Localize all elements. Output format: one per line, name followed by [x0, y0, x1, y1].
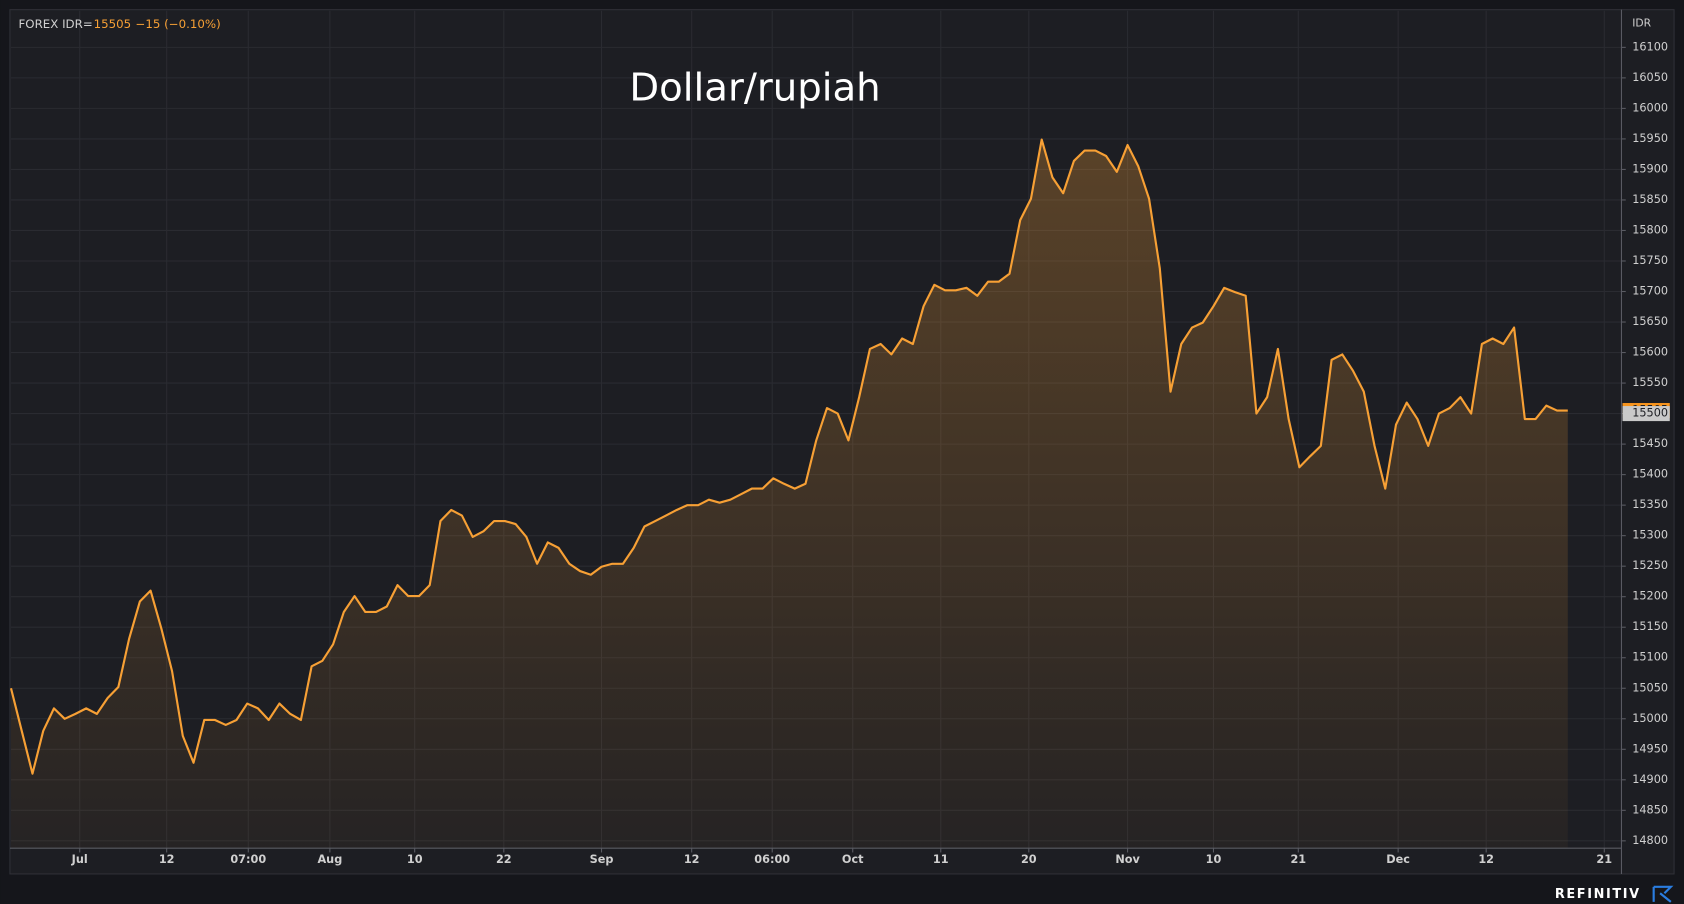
y-tick-label: 15250: [1632, 559, 1668, 572]
chart-title: Dollar/rupiah: [629, 66, 880, 111]
y-tick-label: 14800: [1632, 834, 1668, 847]
x-tick-label: 06:00: [754, 853, 790, 866]
area: [11, 139, 1568, 849]
y-tick-label: 16000: [1632, 101, 1668, 114]
y-tick-label: 16100: [1632, 40, 1668, 53]
y-tick-label: 15550: [1632, 376, 1668, 389]
y-axis-label: IDR: [1632, 17, 1651, 30]
x-tick-label: 10: [407, 853, 423, 866]
x-tick-label: Oct: [842, 853, 864, 866]
y-tick-label: 15450: [1632, 437, 1668, 450]
y-tick-label: 15050: [1632, 681, 1668, 694]
x-tick-label: Aug: [317, 853, 342, 866]
y-tick-label: 15300: [1632, 529, 1668, 542]
y-tick-label: 15000: [1632, 712, 1668, 725]
x-tick-label: 21: [1596, 853, 1612, 866]
x-tick-label: Jul: [71, 853, 88, 866]
symbol: FOREX IDR=: [19, 17, 93, 31]
y-tick-label: 15600: [1632, 346, 1668, 359]
x-tick-label: 12: [1478, 853, 1494, 866]
y-tick-label: 15700: [1632, 285, 1668, 298]
y-tick-label: 14900: [1632, 773, 1668, 786]
y-tick-label: 15100: [1632, 651, 1668, 664]
price-tag: [1622, 406, 1670, 422]
y-tick-label: 15900: [1632, 162, 1668, 175]
y-tick-label: 15200: [1632, 590, 1668, 603]
y-tick-label: 15850: [1632, 193, 1668, 206]
brand-logo: [1652, 885, 1674, 903]
last-price: 15505: [94, 17, 132, 31]
x-tick-label: Sep: [590, 853, 614, 866]
plot: [9, 138, 1568, 849]
y-tick-label: 14850: [1632, 803, 1668, 816]
price-tag-label: 15500: [1632, 407, 1668, 420]
y-tick-label: 15750: [1632, 254, 1668, 267]
x-tick-label: Nov: [1115, 853, 1140, 866]
y-tick-label: 15350: [1632, 498, 1668, 511]
y-tick-label: 16050: [1632, 71, 1668, 84]
x-tick-label: 22: [496, 853, 512, 866]
y-tick-label: 14950: [1632, 742, 1668, 755]
x-tick-label: 21: [1290, 853, 1306, 866]
x-tick-label: Dec: [1386, 853, 1410, 866]
y-tick-label: 15400: [1632, 468, 1668, 481]
price-change: −15 (−0.10%): [136, 17, 221, 31]
y-tick-label: 15950: [1632, 132, 1668, 145]
x-tick-label: 11: [933, 853, 949, 866]
y-tick-label: 15650: [1632, 315, 1668, 328]
y-tick-label: 15150: [1632, 620, 1668, 633]
brand: REFINITIV: [1555, 887, 1641, 902]
x-tick-label: 12: [684, 853, 700, 866]
price-line: [9, 138, 1568, 775]
x-tick-label: 07:00: [230, 853, 266, 866]
x-tick-label: 20: [1021, 853, 1037, 866]
x-tick-label: 10: [1206, 853, 1222, 866]
x-tick-label: 12: [159, 853, 175, 866]
y-tick-label: 15800: [1632, 223, 1668, 236]
